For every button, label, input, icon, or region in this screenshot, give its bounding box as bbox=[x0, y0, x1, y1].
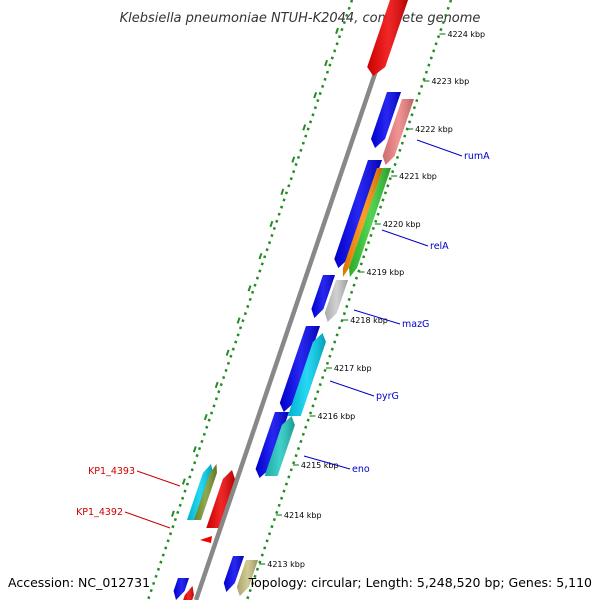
gene-KP1_4393-cyan-shade bbox=[187, 464, 213, 520]
gene-bottom-reverse-shade bbox=[183, 586, 194, 600]
gene-KP1_4393-olive-shade bbox=[194, 464, 217, 520]
leader-line-KP1_4393 bbox=[136, 470, 181, 487]
gene-mazG-reverse-shade bbox=[324, 280, 348, 322]
small-red-feature bbox=[200, 536, 212, 543]
gene-pyrG-forward-shade bbox=[279, 326, 320, 412]
leader-line-KP1_4392 bbox=[124, 511, 171, 529]
tick-label: 4217 kbp bbox=[334, 364, 372, 373]
gene-eno-reverse-shade bbox=[264, 416, 295, 476]
gene-pyrG-reverse-shade bbox=[287, 333, 326, 416]
gene-label-mazG: mazG bbox=[402, 319, 429, 330]
gene-lower-forward-shade bbox=[173, 578, 189, 600]
leader-line-relA bbox=[381, 229, 429, 247]
map-title: Klebsiella pneumoniae NTUH-K2044, comple… bbox=[120, 11, 481, 26]
tick-label: 4219 kbp bbox=[367, 268, 405, 277]
tick-label: 4224 kbp bbox=[447, 30, 485, 39]
gene-mazG-forward-shade bbox=[311, 275, 335, 318]
tick-label: 4213 kbp bbox=[267, 560, 305, 569]
leader-line-rumA bbox=[416, 139, 463, 157]
tick-label: 4220 kbp bbox=[383, 220, 421, 229]
gene-rumA-forward-shade bbox=[371, 92, 401, 148]
outer-right-ring bbox=[245, 0, 453, 600]
tick-label: 4221 kbp bbox=[399, 172, 437, 181]
accession: Accession: NC_012731 bbox=[8, 575, 150, 590]
genome-summary: Topology: circular; Length: 5,248,520 bp… bbox=[248, 575, 592, 590]
gene-label-relA: relA bbox=[430, 241, 449, 252]
gene-rumA-reverse-shade bbox=[382, 99, 414, 165]
tick-track: 4224 kbp 4223 kbp 4222 kbp 4221 kbp 4220 kbp… bbox=[259, 30, 485, 569]
tick-label: 4214 kbp bbox=[284, 511, 322, 520]
gene-KP1_4393-red-shade bbox=[206, 470, 235, 528]
tick-label: 4223 kbp bbox=[431, 77, 469, 86]
gene-KP1_4392-forward-shade bbox=[223, 556, 244, 592]
leader-line-mazG bbox=[353, 309, 401, 325]
gene-label-pyrG: pyrG bbox=[376, 391, 399, 402]
tick-label: 4215 kbp bbox=[301, 461, 339, 470]
gene-label-KP1_4393: KP1_4393 bbox=[88, 466, 135, 477]
gene-label-track: rumA relA mazG pyrG eno KP1_4393 KP1_4392 bbox=[76, 139, 490, 529]
gene-label-eno: eno bbox=[352, 464, 370, 475]
leader-line-pyrG bbox=[329, 380, 375, 397]
gene-top-reverse-shade bbox=[367, 0, 408, 76]
gene-label-rumA: rumA bbox=[464, 151, 490, 162]
gene-relA-reverse-green-shade bbox=[349, 168, 391, 277]
tick-label: 4222 kbp bbox=[415, 125, 453, 134]
gene-eno-forward-shade bbox=[255, 412, 289, 478]
gene-lower-reverse-shade bbox=[236, 560, 258, 596]
leader-line-eno bbox=[303, 455, 351, 470]
gene-label-KP1_4392: KP1_4392 bbox=[76, 507, 123, 518]
backbone bbox=[193, 0, 403, 600]
tick-label: 4218 kbp bbox=[350, 316, 388, 325]
gene-track bbox=[173, 0, 414, 600]
gene-relA-reverse-orange-shade bbox=[342, 168, 383, 277]
gene-relA-forward-shade bbox=[334, 160, 382, 268]
outer-left-ring bbox=[146, 0, 354, 600]
tick-label: 4216 kbp bbox=[318, 412, 356, 421]
